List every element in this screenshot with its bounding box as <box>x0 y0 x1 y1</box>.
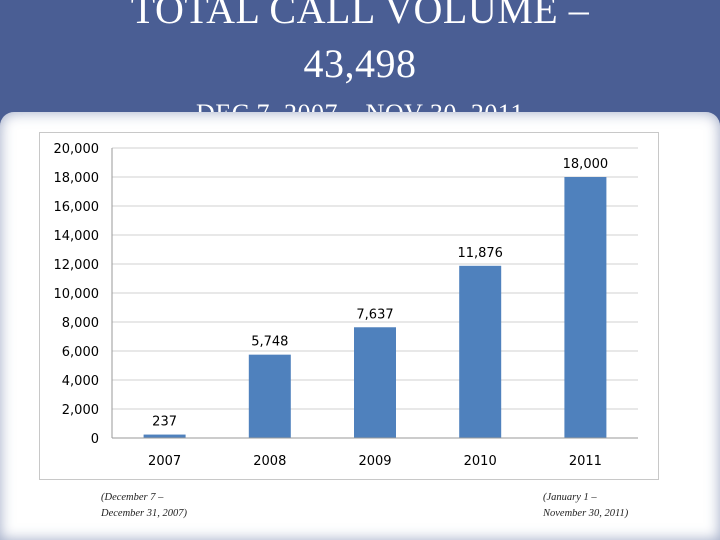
note-2011-line1: (January 1 – <box>543 492 597 503</box>
y-tick-label: 6,000 <box>62 345 99 360</box>
y-tick-label: 20,000 <box>54 142 100 157</box>
title-line-1: TOTAL CALL VOLUME – <box>130 0 590 32</box>
data-label: 11,876 <box>457 246 503 261</box>
y-tick-label: 10,000 <box>54 287 100 302</box>
bar <box>354 327 396 438</box>
y-tick-label: 12,000 <box>54 258 100 273</box>
x-tick-label: 2009 <box>358 454 391 469</box>
y-tick-label: 14,000 <box>54 229 100 244</box>
data-label: 18,000 <box>563 157 609 172</box>
bar <box>459 265 502 438</box>
bar <box>143 434 186 438</box>
chart-frame <box>39 132 659 480</box>
data-label: 5,748 <box>251 335 288 350</box>
title-line-2: 43,498 <box>303 41 417 86</box>
note-2007-line2: December 31, 2007) <box>101 508 188 519</box>
bar <box>248 354 291 438</box>
x-tick-label: 2007 <box>148 454 181 469</box>
y-tick-label: 8,000 <box>62 316 99 331</box>
data-label: 237 <box>152 415 177 430</box>
note-2011-line2: November 30, 2011) <box>543 508 629 519</box>
y-tick-label: 4,000 <box>62 374 99 389</box>
note-2007: (December 7 – December 31, 2007) <box>101 490 187 522</box>
y-tick-label: 0 <box>91 432 99 447</box>
x-tick-label: 2008 <box>253 454 286 469</box>
y-tick-label: 16,000 <box>54 200 100 215</box>
x-tick-label: 2011 <box>569 454 602 469</box>
y-tick-label: 18,000 <box>54 171 100 186</box>
x-tick-label: 2010 <box>464 454 497 469</box>
bar <box>564 177 607 438</box>
data-label: 7,637 <box>356 307 393 322</box>
note-2007-line1: (December 7 – <box>101 492 164 503</box>
note-2011: (January 1 – November 30, 2011) <box>543 490 628 522</box>
y-tick-label: 2,000 <box>62 403 99 418</box>
